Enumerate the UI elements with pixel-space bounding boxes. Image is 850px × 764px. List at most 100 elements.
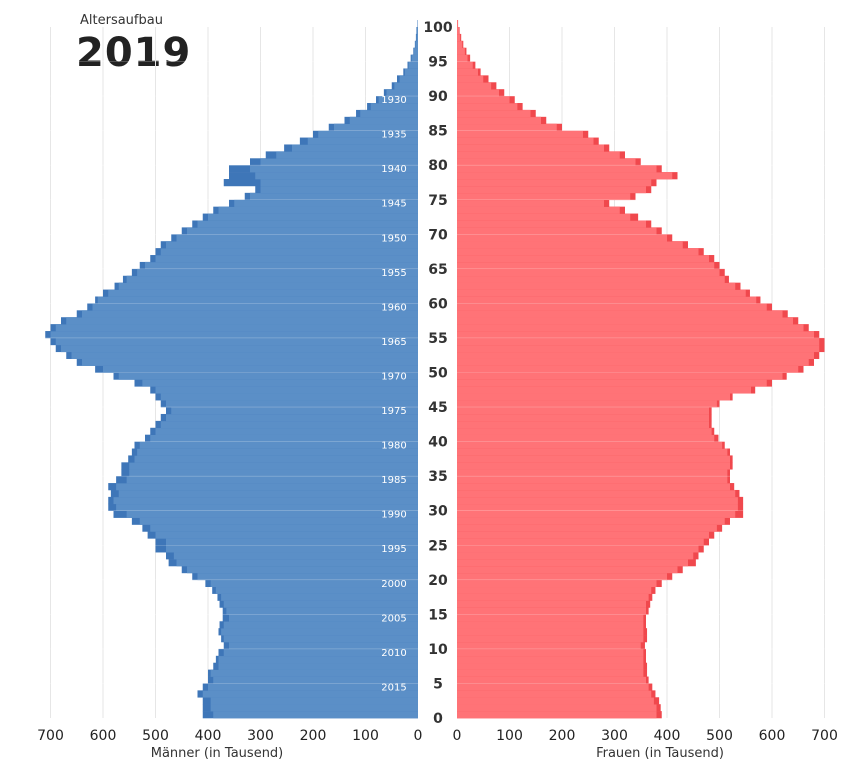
male-bar-age-68 [166, 241, 418, 249]
birth-year-label: 1965 [381, 337, 406, 348]
female-bar-age-54 [457, 337, 820, 346]
male-bar-age-96 [413, 47, 418, 55]
male-bar-age-25 [166, 538, 418, 546]
female-bar-age-8 [457, 655, 644, 664]
male-x-tick-label: 200 [300, 728, 327, 744]
female-bar-age-39 [457, 441, 723, 449]
age-tick-label: 5 [433, 676, 443, 692]
female-x-tick-label: 0 [453, 728, 462, 744]
female-bar-age-71 [457, 220, 646, 228]
female-bar-age-96 [457, 47, 465, 55]
female-bar-age-86 [457, 116, 541, 125]
male-bar-age-38 [137, 448, 418, 456]
age-tick-label: 10 [428, 642, 448, 658]
female-bar-age-80 [457, 158, 636, 166]
male-bar-age-12 [221, 628, 418, 636]
male-bar-age-33 [116, 483, 418, 491]
female-bar-age-5 [457, 676, 646, 684]
female-bar-age-74 [457, 199, 604, 207]
male-bar-age-86 [349, 116, 418, 125]
male-bar-age-97 [415, 40, 418, 49]
female-bar-age-34 [457, 476, 728, 484]
male-bar-age-50 [103, 365, 418, 373]
male-bar-age-7 [218, 662, 418, 670]
age-tick-label: 65 [428, 262, 447, 278]
female-x-tick-label: 400 [654, 728, 681, 744]
female-x-axis: 0 100 200 300 400 500 600 700 [453, 728, 838, 744]
female-bar-age-95 [457, 54, 468, 62]
female-bar-age-23 [457, 552, 694, 560]
female-bar-age-26 [457, 531, 709, 539]
male-bar-age-11 [223, 635, 418, 643]
female-bar-age-19 [457, 579, 657, 588]
female-bar-age-73 [457, 206, 620, 214]
age-axis-labels: 0 5 10 15 20 25 30 35 40 45 50 55 60 65 70 75 80 85 90 95 10… [423, 20, 452, 727]
male-bar-age-34 [126, 476, 418, 484]
female-bar-age-44 [457, 407, 709, 415]
male-bar-age-1 [210, 704, 418, 712]
male-x-tick-label: 400 [195, 728, 222, 744]
male-bar-age-94 [408, 61, 418, 69]
female-bar-age-41 [457, 427, 712, 435]
male-bar-age-37 [134, 455, 418, 463]
male-bar-age-21 [187, 565, 418, 574]
birth-year-label: 1960 [381, 302, 406, 313]
female-bar-age-90 [457, 89, 499, 97]
female-bar-age-1 [457, 704, 657, 712]
female-bar-age-51 [457, 358, 809, 366]
female-bar-age-50 [457, 365, 799, 373]
female-bar-age-88 [457, 103, 518, 111]
male-bar-age-31 [113, 496, 418, 505]
female-bar-age-77 [457, 179, 652, 187]
age-tick-label: 70 [428, 227, 448, 243]
male-bar-age-14 [229, 614, 418, 622]
male-bar-age-5 [213, 676, 418, 684]
male-bar-age-41 [155, 427, 418, 435]
male-bar-age-99 [416, 27, 418, 35]
female-bar-age-64 [457, 268, 720, 277]
female-bar-age-84 [457, 130, 583, 138]
male-bar-age-32 [118, 489, 418, 498]
female-bar-age-9 [457, 648, 644, 657]
male-bar-age-2 [210, 697, 418, 705]
female-bar-age-57 [457, 317, 793, 325]
male-bar-age-51 [82, 358, 418, 366]
female-bar-age-20 [457, 572, 667, 581]
male-bar-age-55 [50, 331, 418, 339]
female-x-tick-label: 700 [811, 728, 838, 744]
male-bar-age-22 [176, 559, 418, 567]
female-bar-age-68 [457, 241, 683, 249]
birth-year-label: 1995 [381, 544, 406, 555]
female-bar-age-78 [457, 172, 673, 180]
male-bar-age-57 [66, 317, 418, 325]
male-bar-age-98 [416, 33, 418, 42]
female-bar-age-93 [457, 68, 478, 76]
female-bar-age-92 [457, 75, 484, 83]
female-bar-age-52 [457, 351, 814, 359]
male-bar-age-81 [276, 151, 418, 159]
male-bar-age-62 [118, 282, 418, 290]
male-bar-age-84 [318, 130, 418, 138]
male-bar-age-100 [417, 20, 418, 28]
male-bar-age-67 [160, 248, 418, 256]
male-bar-age-93 [404, 68, 418, 76]
male-bar-age-19 [210, 579, 418, 588]
female-bar-age-91 [457, 82, 492, 90]
male-bar-age-15 [226, 607, 418, 615]
female-bar-age-48 [457, 379, 767, 387]
birth-year-label: 1930 [381, 95, 406, 106]
female-bar-age-59 [457, 303, 767, 311]
female-x-tick-label: 600 [759, 728, 786, 744]
male-bar-age-88 [370, 103, 418, 111]
male-bar-age-17 [221, 593, 418, 601]
birth-year-label: 1950 [381, 233, 406, 244]
birth-year-label: 1980 [381, 441, 406, 452]
male-bar-age-16 [223, 600, 418, 608]
birth-year-label: 1985 [381, 475, 406, 486]
female-x-tick-label: 300 [601, 728, 628, 744]
female-bar-age-24 [457, 545, 699, 553]
female-bar-age-67 [457, 248, 699, 256]
male-bar-age-44 [171, 407, 418, 415]
female-bar-age-31 [457, 496, 738, 505]
female-bar-age-28 [457, 517, 725, 525]
